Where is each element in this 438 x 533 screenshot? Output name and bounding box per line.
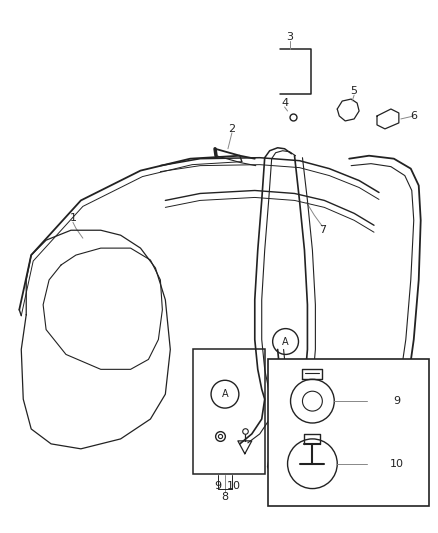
Text: 5: 5: [351, 86, 358, 96]
Bar: [193, 350, 265, 474]
Text: A: A: [282, 336, 289, 346]
Text: 6: 6: [410, 111, 417, 121]
Text: 1: 1: [70, 213, 77, 223]
Text: 3: 3: [286, 33, 293, 43]
Text: 11: 11: [275, 489, 289, 498]
Text: 10: 10: [390, 459, 404, 469]
Text: 7: 7: [319, 225, 326, 235]
Text: 8: 8: [221, 491, 229, 502]
Bar: [268, 359, 429, 506]
Text: A: A: [222, 389, 228, 399]
Text: 10: 10: [227, 481, 241, 490]
Text: 4: 4: [281, 98, 288, 108]
Text: 9: 9: [215, 481, 222, 490]
Text: 2: 2: [228, 124, 236, 134]
Text: 9: 9: [393, 396, 400, 406]
